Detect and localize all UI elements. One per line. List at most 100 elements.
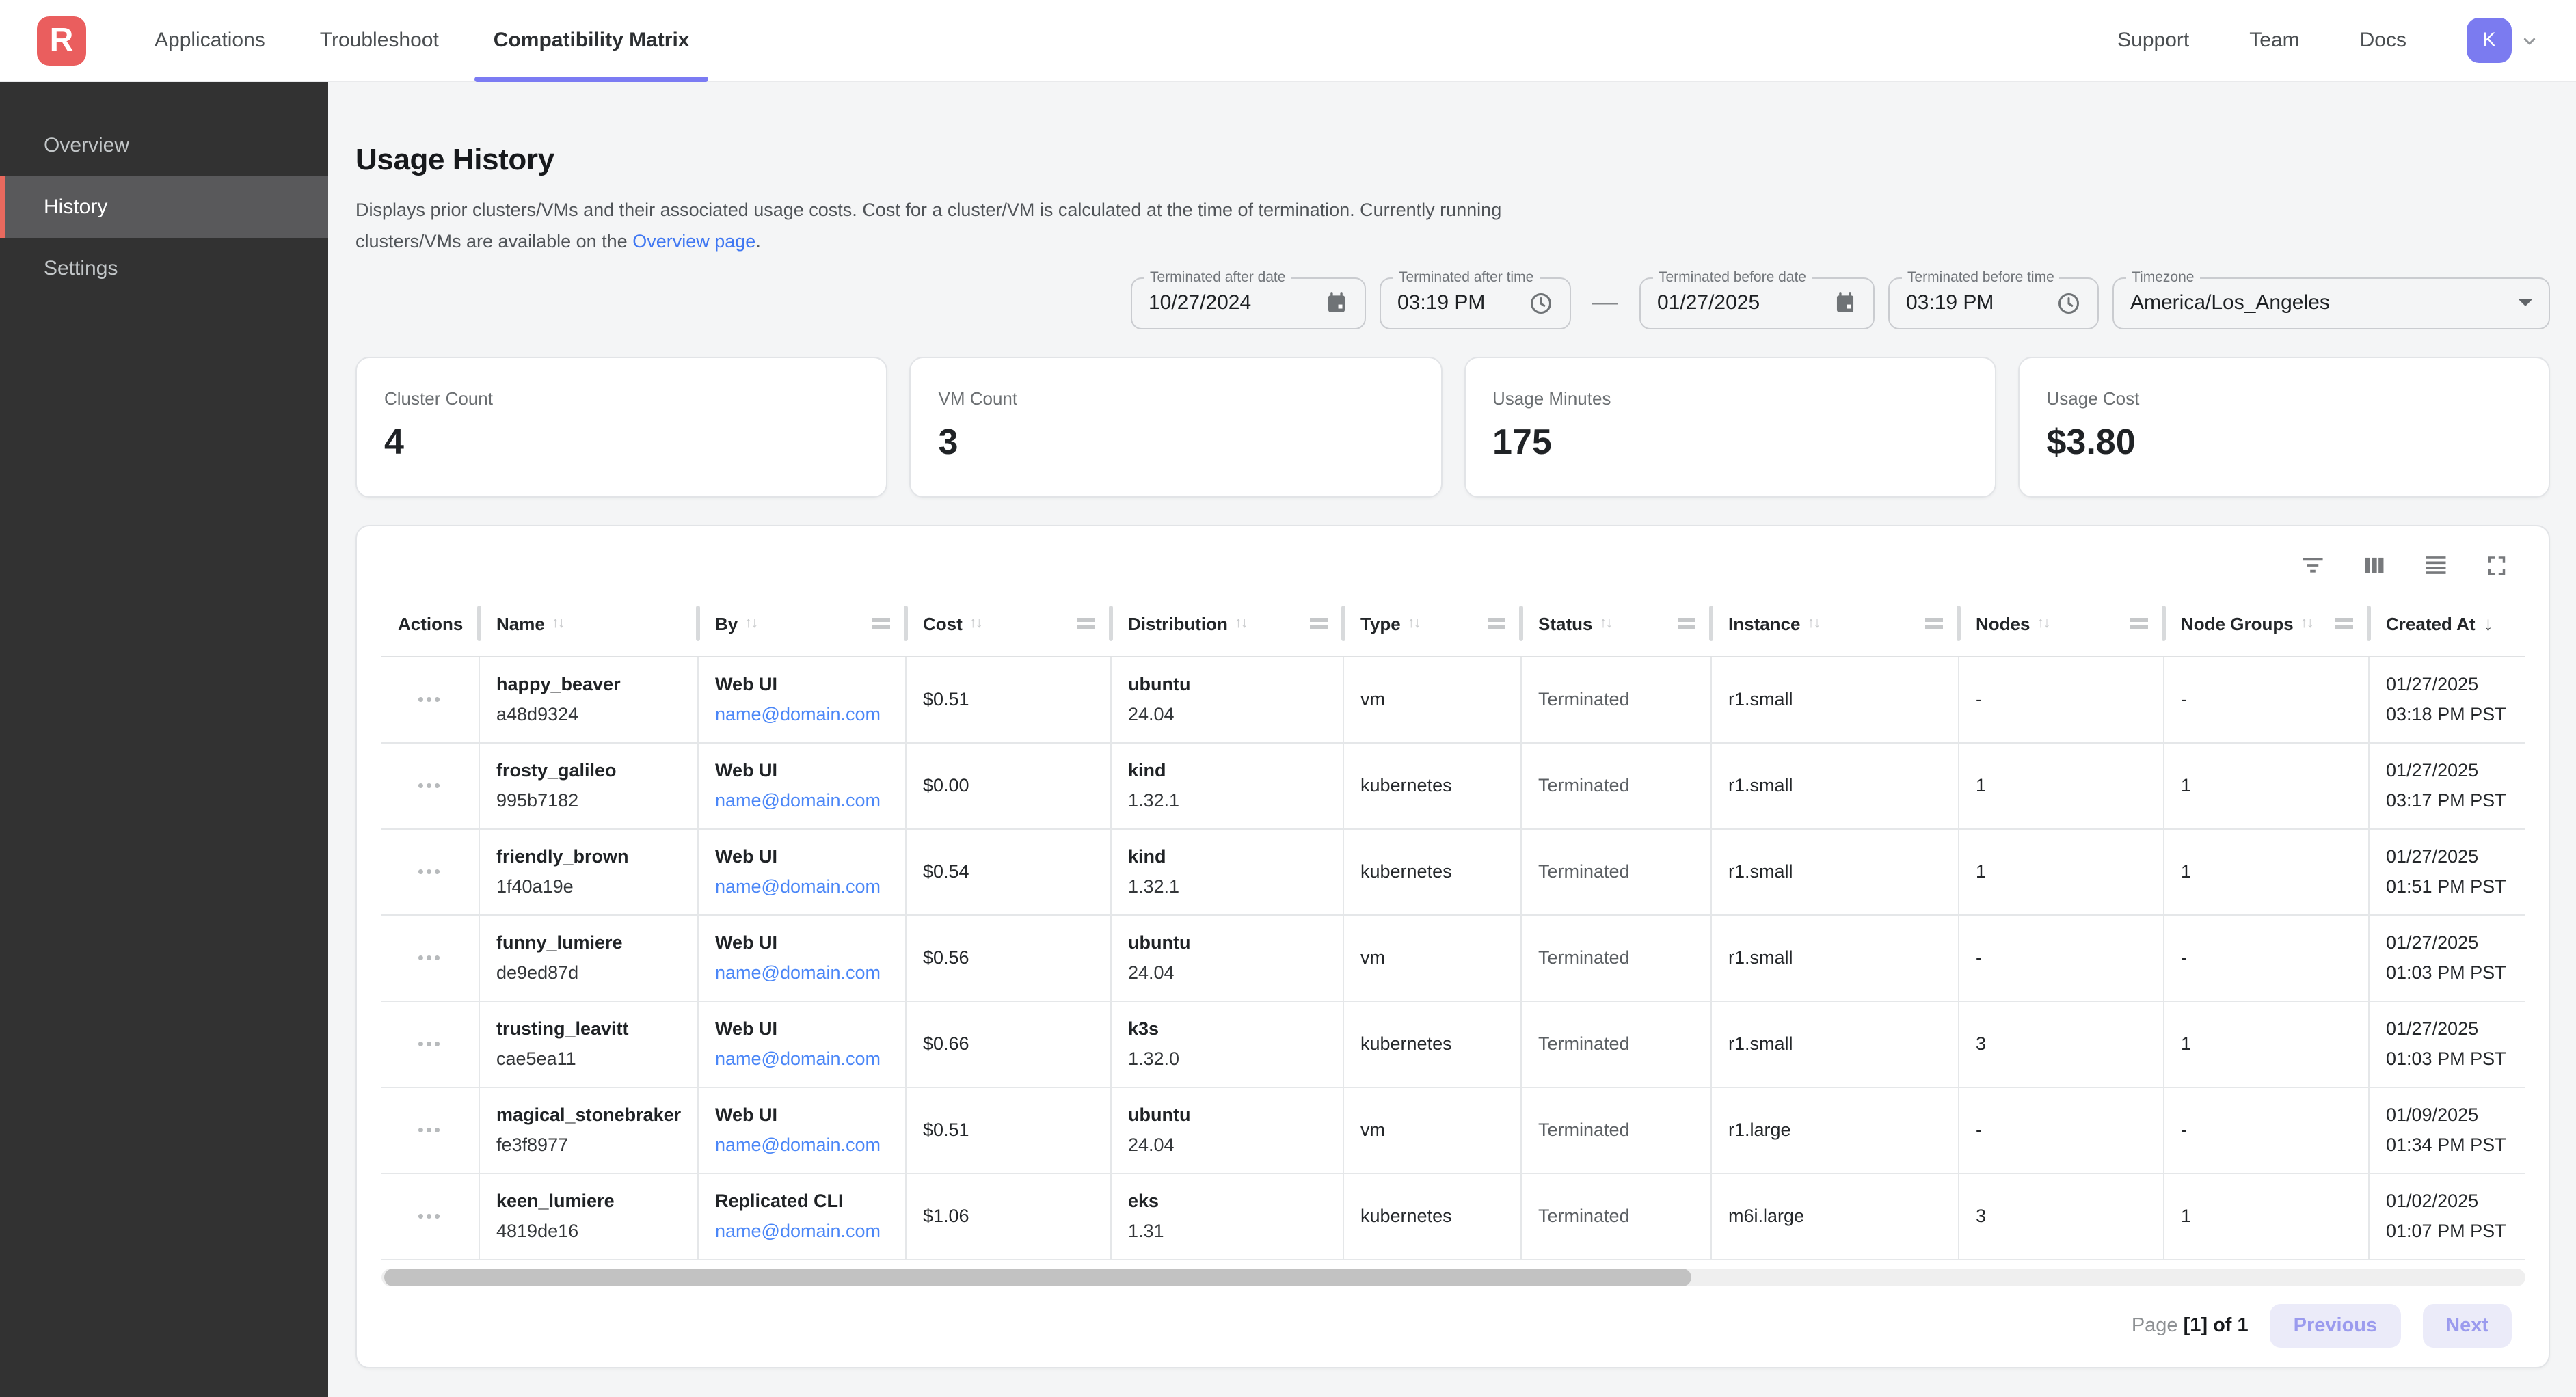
row-by-cell: Web UI name@domain.com (699, 743, 907, 828)
column-separator[interactable] (2162, 606, 2166, 642)
column-menu-icon[interactable] (1488, 618, 1505, 629)
column-separator[interactable] (1341, 606, 1345, 642)
column-header-instance[interactable]: Instance ↑↓ (1712, 592, 1961, 656)
sort-icon[interactable]: ↑↓ (1234, 615, 1248, 632)
row-instance-cell: r1.small (1712, 657, 1959, 742)
columns-icon[interactable] (2361, 553, 2387, 579)
row-type-cell: kubernetes (1344, 1001, 1522, 1087)
column-header-name[interactable]: Name ↑↓ (480, 592, 700, 656)
column-header-type[interactable]: Type ↑↓ (1344, 592, 1523, 656)
column-menu-icon[interactable] (2130, 618, 2148, 629)
next-page-button[interactable]: Next (2422, 1303, 2512, 1348)
nav-item-support[interactable]: Support (2117, 29, 2190, 52)
nav-item-applications[interactable]: Applications (155, 29, 265, 52)
column-menu-icon[interactable] (1310, 618, 1328, 629)
column-menu-icon[interactable] (1925, 618, 1943, 629)
timezone-select[interactable]: Timezone America/Los_Angeles (2112, 269, 2550, 329)
horizontal-scrollbar-track[interactable] (381, 1268, 2525, 1286)
column-header-node-groups[interactable]: Node Groups ↑↓ (2164, 592, 2371, 656)
avatar[interactable]: K (2467, 18, 2512, 63)
terminated-before-time-field[interactable]: Terminated before time 03:19 PM (1888, 269, 2099, 329)
terminated-before-date-field[interactable]: Terminated before date 01/27/2025 (1639, 269, 1875, 329)
column-menu-icon[interactable] (872, 618, 890, 629)
row-actions-menu-button[interactable]: ••• (417, 861, 443, 882)
sidebar-item-history[interactable]: History (0, 176, 328, 238)
nav-item-docs[interactable]: Docs (2359, 29, 2406, 52)
sort-icon[interactable]: ↑↓ (744, 615, 758, 632)
terminated-after-date-value[interactable]: 10/27/2024 (1149, 291, 1252, 315)
created-by-email-link[interactable]: name@domain.com (715, 1221, 881, 1242)
clock-icon[interactable] (2056, 291, 2081, 316)
table-row: ••• happy_beaver a48d9324 Web UI name@do… (381, 657, 2525, 744)
row-actions-menu-button[interactable]: ••• (417, 1120, 443, 1141)
row-actions-menu-button[interactable]: ••• (417, 1033, 443, 1055)
created-by-email-link[interactable]: name@domain.com (715, 704, 881, 725)
column-separator[interactable] (477, 606, 481, 642)
select-caret-icon[interactable] (2519, 299, 2532, 307)
row-distribution-cell: kind 1.32.1 (1112, 829, 1344, 914)
calendar-icon[interactable] (1325, 292, 1348, 315)
column-separator[interactable] (1709, 606, 1713, 642)
column-separator[interactable] (1109, 606, 1113, 642)
sort-icon[interactable]: ↑↓ (551, 615, 565, 632)
cluster-id: 1f40a19e (496, 876, 574, 897)
column-header-status[interactable]: Status ↑↓ (1522, 592, 1713, 656)
row-actions-menu-button[interactable]: ••• (417, 775, 443, 796)
overview-page-link[interactable]: Overview page (632, 230, 756, 252)
fullscreen-icon[interactable] (2484, 554, 2509, 578)
created-by-email-link[interactable]: name@domain.com (715, 962, 881, 984)
terminated-before-time-value[interactable]: 03:19 PM (1906, 291, 1994, 315)
sidebar-item-settings[interactable]: Settings (44, 257, 118, 280)
column-header-by[interactable]: By ↑↓ (699, 592, 908, 656)
chevron-down-icon[interactable] (2519, 29, 2540, 51)
sort-icon[interactable]: ↑↓ (1407, 615, 1421, 632)
terminated-after-date-field[interactable]: Terminated after date 10/27/2024 (1131, 269, 1366, 329)
column-separator[interactable] (696, 606, 700, 642)
row-actions-menu-button[interactable]: ••• (417, 689, 443, 710)
nav-item-team[interactable]: Team (2249, 29, 2300, 52)
nav-item-compatibility-matrix[interactable]: Compatibility Matrix (466, 0, 717, 81)
row-actions-menu-button[interactable]: ••• (417, 947, 443, 968)
column-menu-icon[interactable] (1077, 618, 1095, 629)
row-actions-menu-button[interactable]: ••• (417, 1206, 443, 1227)
account-menu[interactable]: K (2467, 18, 2540, 63)
terminated-after-time-value[interactable]: 03:19 PM (1397, 291, 1486, 315)
column-header-distribution[interactable]: Distribution ↑↓ (1112, 592, 1345, 656)
horizontal-scrollbar-thumb[interactable] (384, 1268, 1692, 1286)
nav-item-troubleshoot[interactable]: Troubleshoot (319, 29, 439, 52)
column-separator[interactable] (904, 606, 908, 642)
column-separator[interactable] (2367, 606, 2371, 642)
column-header-cost[interactable]: Cost ↑↓ (907, 592, 1113, 656)
column-menu-icon[interactable] (2335, 618, 2353, 629)
filter-icon[interactable] (2300, 553, 2326, 579)
created-date: 01/27/2025 (2386, 760, 2479, 781)
created-by-email-link[interactable]: name@domain.com (715, 1048, 881, 1070)
sort-icon[interactable]: ↑↓ (1807, 615, 1821, 632)
column-header-created-at[interactable]: Created At ↓ (2386, 612, 2493, 635)
previous-page-button[interactable]: Previous (2270, 1303, 2401, 1348)
created-by-email-link[interactable]: name@domain.com (715, 1135, 881, 1156)
created-by-email-link[interactable]: name@domain.com (715, 876, 881, 897)
cluster-id: a48d9324 (496, 704, 579, 725)
column-header-nodes[interactable]: Nodes ↑↓ (1959, 592, 2166, 656)
column-separator[interactable] (1519, 606, 1523, 642)
clock-icon[interactable] (1529, 291, 1553, 316)
app-logo[interactable]: R (37, 16, 86, 65)
sort-icon[interactable]: ↑↓ (2037, 615, 2050, 632)
created-by-email-link[interactable]: name@domain.com (715, 790, 881, 811)
page-description: Displays prior clusters/VMs and their as… (355, 195, 2550, 258)
column-separator[interactable] (1957, 606, 1961, 642)
calendar-icon[interactable] (1834, 292, 1857, 315)
sidebar-item-overview[interactable]: Overview (44, 134, 130, 157)
sort-desc-icon[interactable]: ↓ (2483, 612, 2493, 635)
terminated-after-time-field[interactable]: Terminated after time 03:19 PM (1380, 269, 1571, 329)
terminated-before-date-value[interactable]: 01/27/2025 (1657, 291, 1760, 315)
column-menu-icon[interactable] (1678, 618, 1695, 629)
density-icon[interactable] (2423, 553, 2449, 579)
timezone-value[interactable]: America/Los_Angeles (2130, 291, 2330, 315)
sort-icon[interactable]: ↑↓ (2300, 615, 2314, 632)
sort-icon[interactable]: ↑↓ (1599, 615, 1613, 632)
row-created-at-cell: 01/02/2025 01:07 PM PST (2370, 1174, 2528, 1259)
sort-icon[interactable]: ↑↓ (969, 615, 983, 632)
stat-value: $3.80 (2046, 420, 2136, 462)
